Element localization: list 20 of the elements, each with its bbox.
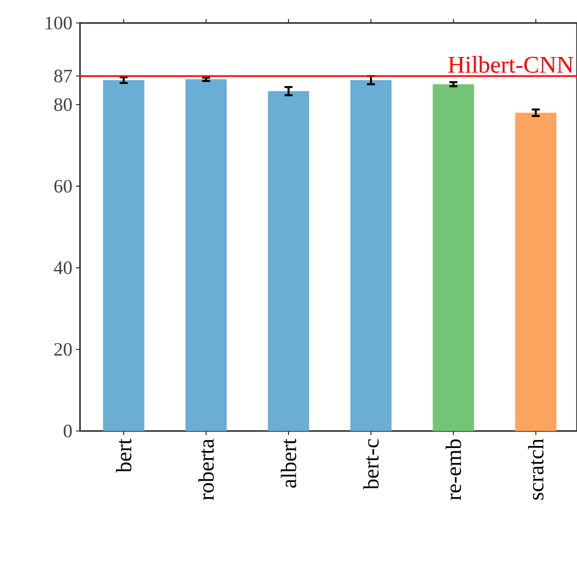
- y-tick-label: 0: [64, 424, 72, 438]
- y-tick-label: 60: [54, 180, 72, 193]
- x-tick-label: roberta: [198, 438, 214, 500]
- bar: [432, 84, 474, 431]
- x-tick-label: bert: [116, 438, 132, 473]
- y-tick-label: 40: [54, 261, 72, 274]
- bar: [103, 80, 144, 431]
- bar: [350, 80, 392, 431]
- y-tick-label: 20: [54, 343, 72, 356]
- x-tick-label: re-emb: [446, 439, 462, 500]
- x-tick-label: bert-c: [363, 439, 379, 490]
- bar: [515, 112, 556, 431]
- bar: [186, 79, 227, 431]
- y-tick-label: 87: [54, 70, 72, 82]
- y-tick-label: 100: [46, 16, 72, 30]
- ref-line-label: Hilbert-CNN: [448, 56, 574, 73]
- x-tick-label: albert: [280, 438, 296, 488]
- x-tick-label: scratch: [528, 438, 544, 500]
- y-tick-label: 80: [54, 98, 72, 111]
- bar: [268, 91, 310, 431]
